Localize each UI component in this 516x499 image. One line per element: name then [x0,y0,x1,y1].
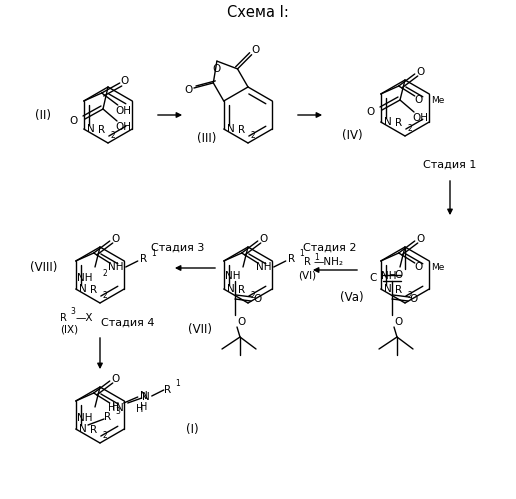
Text: 2: 2 [103,269,107,278]
Text: O: O [70,116,78,126]
Text: O: O [415,95,423,105]
Text: 2: 2 [110,131,116,140]
Text: N: N [227,124,235,134]
Text: OH: OH [412,113,428,123]
Text: H: H [136,404,143,414]
Text: O: O [394,317,402,327]
Text: R: R [395,285,402,295]
Text: 2: 2 [103,431,107,440]
Text: R: R [104,412,111,422]
Text: O: O [121,76,129,86]
Text: O: O [416,234,425,244]
Text: 3: 3 [116,407,120,416]
Text: R: R [288,254,295,264]
Text: R: R [395,118,402,128]
Text: 3: 3 [70,307,75,316]
Text: H: H [112,402,119,412]
Text: 2: 2 [251,131,255,140]
Text: Стадия 2: Стадия 2 [303,243,357,253]
Text: N: N [140,391,148,401]
Text: N: N [227,284,235,294]
Text: 2: 2 [103,291,107,300]
Text: 2: 2 [251,291,255,300]
Text: OH: OH [116,106,132,116]
Text: N: N [384,284,392,294]
Text: (IX): (IX) [60,325,78,335]
Text: R: R [140,254,147,264]
Text: —X: —X [75,313,92,323]
Text: O: O [252,45,260,55]
Text: NH: NH [76,273,92,283]
Text: O: O [367,107,375,117]
Text: R: R [60,313,67,323]
Text: Стадия 1: Стадия 1 [423,160,477,170]
Text: O: O [410,294,418,304]
Text: (IV): (IV) [342,129,362,142]
Text: O: O [184,84,192,94]
Text: N: N [79,424,87,434]
Text: 2: 2 [408,124,412,133]
Text: O: O [415,262,423,272]
Text: R: R [90,425,97,435]
Text: NH: NH [256,262,271,272]
Text: O: O [416,67,425,77]
Text: O: O [260,234,268,244]
Text: (I): (I) [186,424,198,437]
Text: 2: 2 [408,291,412,300]
Text: O: O [111,234,120,244]
Text: NH: NH [381,271,397,281]
Text: NH: NH [224,271,240,281]
Text: R: R [90,285,97,295]
Text: Стадия 3: Стадия 3 [151,243,205,253]
Text: O: O [237,317,245,327]
Text: O: O [111,374,120,384]
Text: 1: 1 [315,252,319,261]
Text: N: N [87,124,94,134]
Text: NH: NH [108,262,123,272]
Text: —NH₂: —NH₂ [313,257,343,267]
Text: R: R [238,125,245,135]
Text: H: H [140,402,148,412]
Text: (VII): (VII) [188,323,212,336]
Text: (VI): (VI) [298,270,316,280]
Text: (VIII): (VIII) [30,261,58,274]
Text: Стадия 4: Стадия 4 [101,318,155,328]
Text: 1: 1 [151,249,156,257]
Text: H: H [108,403,116,413]
Text: R: R [303,257,311,267]
Text: OH: OH [115,122,131,132]
Text: Me: Me [431,95,444,104]
Text: Me: Me [431,262,444,271]
Text: 1: 1 [299,249,304,257]
Text: C: C [369,273,377,283]
Text: R: R [164,385,171,395]
Text: O: O [395,270,403,280]
Text: R: R [98,125,105,135]
Text: O: O [213,64,221,74]
Text: O: O [253,294,261,304]
Text: (II): (II) [35,108,51,121]
Text: (Va): (Va) [340,291,364,304]
Text: N: N [79,284,87,294]
Text: (III): (III) [197,132,217,145]
Text: Схема I:: Схема I: [227,4,289,19]
Text: N: N [116,403,124,413]
Text: 1: 1 [175,380,180,389]
Text: R: R [238,285,245,295]
Text: NH: NH [76,413,92,423]
Text: N: N [142,392,150,402]
Text: N: N [384,117,392,127]
